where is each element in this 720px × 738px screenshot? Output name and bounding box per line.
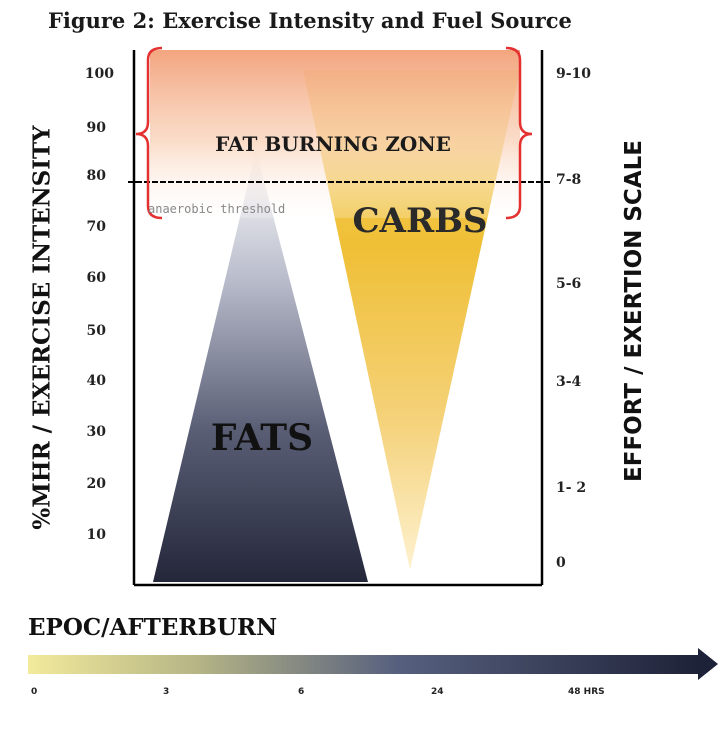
fats-triangle — [153, 150, 368, 582]
right-tick-5-6: 5-6 — [556, 276, 582, 292]
red-bracket-left — [135, 46, 163, 220]
left-tick-10: 10 — [86, 527, 106, 543]
left-tick-60: 60 — [86, 270, 106, 286]
left-tick-70: 70 — [86, 219, 106, 235]
right-tick-3-4: 3-4 — [556, 374, 582, 390]
left-tick-80: 80 — [86, 168, 106, 184]
epoc-tick-6: 6 — [298, 687, 305, 697]
left-tick-90: 90 — [86, 120, 106, 136]
left-tick-20: 20 — [86, 476, 106, 492]
left-tick-40: 40 — [86, 373, 106, 389]
left-tick-30: 30 — [86, 424, 106, 440]
anaerobic-threshold-label: anaerobic threshold — [148, 202, 285, 216]
figure-title: Figure 2: Exercise Intensity and Fuel So… — [48, 8, 572, 33]
epoc-tick-24: 24 — [431, 687, 444, 697]
right-tick-0: 0 — [556, 555, 566, 571]
right-tick-1-2: 1- 2 — [556, 480, 587, 496]
fats-label: FATS — [211, 417, 313, 459]
carbs-label: CARBS — [353, 201, 488, 241]
epoc-gradient-bar — [28, 655, 700, 674]
fat-burning-zone-label: FAT BURNING ZONE — [215, 132, 451, 156]
right-tick-9-10: 9-10 — [556, 66, 592, 82]
epoc-tick-48-hrs: 48 HRS — [568, 687, 605, 697]
epoc-arrow-head — [698, 648, 718, 680]
epoc-tick-3: 3 — [163, 687, 170, 697]
red-bracket-right — [505, 46, 533, 220]
left-tick-50: 50 — [86, 323, 106, 339]
right-tick-7-8: 7-8 — [556, 172, 582, 188]
epoc-tick-0: 0 — [31, 687, 38, 697]
epoc-title: EPOC/AFTERBURN — [28, 614, 278, 641]
fat-burning-zone-shade — [150, 50, 520, 218]
left-tick-100: 100 — [84, 66, 114, 82]
